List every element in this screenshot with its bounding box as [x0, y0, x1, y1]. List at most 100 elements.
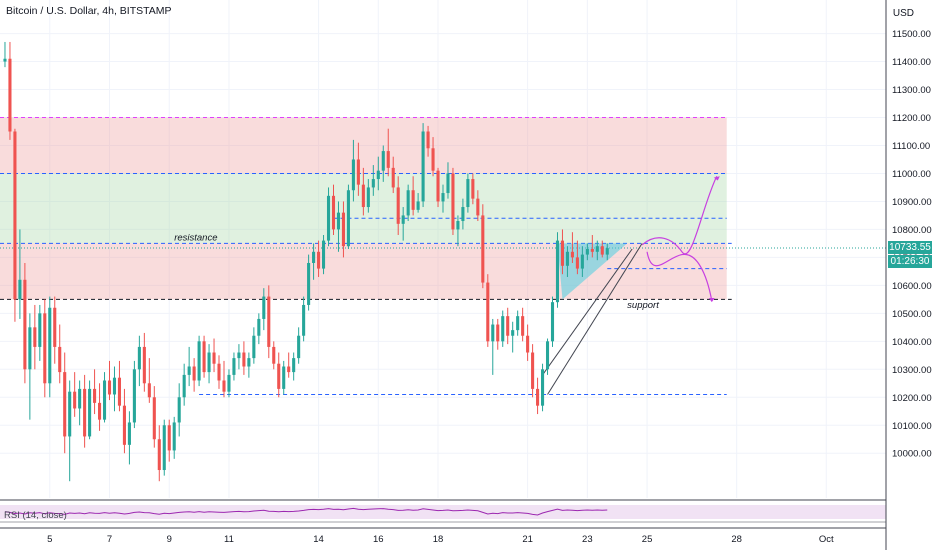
candle-body: [112, 377, 117, 395]
candle-body: [93, 388, 97, 403]
candle-body: [312, 251, 316, 263]
candle-body: [43, 313, 47, 384]
candle-body: [541, 369, 545, 406]
price-tick-label: 10800.00: [892, 225, 932, 236]
candle-body: [436, 170, 440, 202]
candle-body: [267, 296, 271, 347]
time-tick-label: 28: [731, 534, 742, 545]
candle-body: [83, 388, 87, 437]
candle-body: [3, 58, 7, 62]
rsi-band: [0, 505, 886, 519]
candle-body: [117, 377, 122, 406]
time-axis: 5 7 9 11 14 16 18 21 23 25 28 Oct: [0, 527, 886, 545]
candle-body: [73, 391, 77, 409]
candle-body: [351, 159, 355, 191]
candle-body: [28, 327, 32, 370]
candle-body: [476, 198, 480, 216]
candle-body: [361, 184, 365, 208]
candle-body: [346, 190, 350, 247]
rsi-line: [4, 507, 608, 516]
candle-body: [461, 207, 465, 222]
candle-body: [336, 212, 341, 230]
candle-body: [18, 279, 22, 300]
candle-body: [252, 335, 256, 359]
candle-body: [545, 341, 550, 370]
candle-body: [137, 346, 141, 370]
candle-body: [222, 380, 226, 392]
candle-body: [491, 324, 495, 342]
candle-body: [496, 324, 500, 342]
time-tick-label: 9: [167, 534, 172, 545]
candle-body: [411, 190, 415, 210]
time-tick-label: 18: [433, 534, 444, 545]
candle-body: [167, 425, 171, 451]
time-tick-label: 7: [107, 534, 112, 545]
red-zone-bottom: [0, 243, 727, 300]
candle-body: [406, 190, 410, 216]
candle-body: [292, 358, 296, 373]
candle-body: [317, 251, 321, 269]
support-label: support: [627, 300, 659, 311]
candle-body: [272, 346, 276, 364]
current-price-tag: 10733.55: [888, 241, 932, 254]
candle-body: [23, 279, 27, 370]
time-tick-label: 21: [522, 534, 533, 545]
candle-body: [38, 313, 42, 347]
candle-body: [197, 341, 201, 381]
candle-body: [58, 346, 62, 373]
candle-body: [297, 335, 301, 359]
candle-body: [122, 405, 126, 445]
candle-body: [282, 366, 286, 389]
candle-body: [321, 240, 326, 269]
candle-body: [142, 346, 146, 384]
candle-body: [426, 131, 430, 149]
time-tick-label: 11: [224, 534, 234, 545]
price-tick-label: 10200.00: [892, 393, 932, 404]
candle-body: [33, 327, 37, 347]
candle-body: [381, 151, 385, 171]
candle-body: [521, 316, 525, 336]
candle-body: [466, 179, 470, 208]
candle-body: [63, 372, 67, 437]
candle-body: [192, 366, 196, 381]
currency-label: USD: [892, 8, 914, 19]
candle-body: [202, 341, 206, 373]
time-tick-label: Oct: [819, 534, 834, 545]
candle-body: [371, 179, 375, 188]
candle-body: [456, 221, 460, 230]
price-tick-label: 11500.00: [892, 29, 931, 40]
candle-body: [471, 179, 475, 199]
candle-body: [536, 388, 540, 406]
candle-body: [531, 352, 535, 389]
candle-body: [53, 307, 57, 347]
rsi-label: RSI (14, close): [4, 510, 67, 521]
candle-body: [187, 366, 191, 375]
candle-body: [331, 195, 336, 230]
candle-body: [152, 397, 156, 440]
candle-body: [207, 352, 211, 373]
candle-body: [560, 240, 565, 266]
candle-body: [107, 380, 112, 395]
candle-body: [262, 296, 266, 319]
price-tick-label: 11000.00: [892, 169, 931, 180]
bearish-projection: [646, 251, 713, 301]
horizontal-levels: [0, 117, 886, 395]
candle-body: [356, 159, 360, 185]
candle-body: [227, 374, 231, 392]
candle-body: [326, 195, 331, 241]
candle-body: [590, 249, 594, 252]
candle-body: [277, 363, 281, 389]
candle-body: [237, 352, 241, 359]
candle-body: [307, 262, 311, 305]
candle-body: [446, 173, 450, 194]
price-tick-label: 11300.00: [892, 85, 931, 96]
ascending-triangle: [542, 243, 643, 395]
candle-body: [501, 316, 505, 342]
candles: [3, 41, 609, 482]
candle-body: [68, 391, 72, 437]
candle-body: [162, 425, 166, 471]
candle-body: [212, 352, 216, 364]
price-axis: 10000.00 10100.00 10200.00 10300.00 10400.00…: [885, 0, 932, 550]
projection-arrows: [641, 175, 720, 303]
